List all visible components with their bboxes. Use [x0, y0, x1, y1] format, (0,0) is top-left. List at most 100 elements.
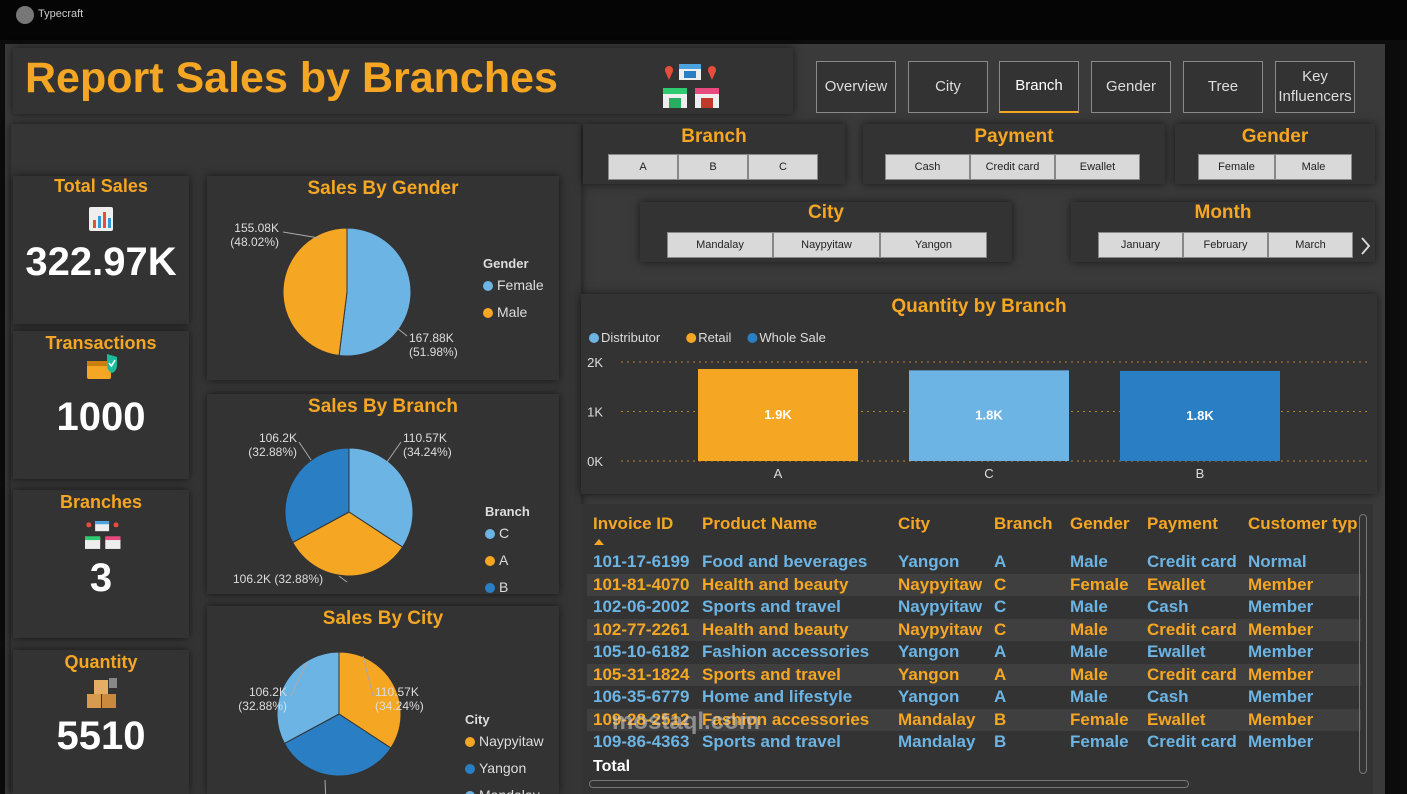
data-label-percent: (34.24%): [403, 445, 452, 459]
user-name: Typecraft: [38, 8, 84, 20]
table-row[interactable]: 109-28-2512 Fashion accessories Mandalay B F…: [587, 708, 1361, 731]
data-label-value: 106.2K: [249, 685, 287, 699]
table-cell: Member: [1248, 574, 1314, 594]
column-header[interactable]: Gender: [1070, 514, 1130, 533]
table-cell: Female: [1070, 732, 1129, 751]
data-label-value: 167.88K: [409, 331, 454, 345]
slicer-title: Branch: [681, 126, 747, 147]
pie-slice-female[interactable]: [338, 227, 412, 357]
table-cell: Male: [1070, 642, 1108, 661]
sales-by-city-panel: Sales By City City Naypyitaw Yangon Mandala…: [207, 606, 559, 794]
nav-overview-button[interactable]: Overview: [816, 61, 896, 113]
legend-label: Mandalay: [479, 787, 540, 794]
slicer-option-credit-card[interactable]: Credit card: [970, 154, 1055, 180]
label-leader-line: [362, 655, 374, 697]
table-total-label: Total: [593, 758, 631, 775]
bar-b[interactable]: [1120, 370, 1280, 461]
table-row[interactable]: 106-35-6779 Home and lifestyle Yangon A Male…: [587, 686, 1361, 708]
pie-slice-male[interactable]: [282, 227, 348, 357]
slicer-option-ewallet[interactable]: Ewallet: [1055, 154, 1140, 180]
bar-c[interactable]: [909, 370, 1069, 461]
sales-by-gender-panel: Sales By Gender Gender Female Male 167.88K(…: [207, 176, 559, 380]
column-header[interactable]: Payment: [1147, 514, 1218, 533]
table-row[interactable]: 102-77-2261 Health and beauty Naypyitaw C Ma…: [587, 618, 1361, 641]
report-canvas: Report Sales by Branches Overview City B…: [5, 44, 1385, 794]
avatar[interactable]: [16, 6, 34, 24]
table-cell: Mandalay: [898, 732, 976, 751]
horizontal-scrollbar[interactable]: [589, 780, 1189, 788]
column-header[interactable]: City: [898, 514, 931, 533]
table-cell: Ewallet: [1147, 642, 1206, 661]
label-leader-line: [298, 441, 312, 461]
slicer-option-male[interactable]: Male: [1275, 154, 1352, 180]
column-header[interactable]: Invoice ID: [593, 514, 674, 533]
table-cell: C: [994, 619, 1007, 639]
kpi-transactions: Transactions 1000: [13, 331, 189, 479]
quantity-by-branch-chart: Distributor Retail Whole Sale 0K 1K 2K 1.9K A 1.…: [587, 330, 1371, 481]
table-cell: 109-86-4363: [593, 732, 690, 751]
x-tick-label: C: [984, 466, 993, 481]
payment-slicer: Payment Cash Credit card Ewallet: [863, 124, 1165, 184]
table-cell: Yangon: [898, 687, 960, 706]
kpi-title: Quantity: [64, 652, 138, 672]
chart-title: Sales By City: [322, 608, 444, 629]
slicer-option-cash[interactable]: Cash: [885, 154, 970, 180]
nav-gender-button[interactable]: Gender: [1091, 61, 1171, 113]
label-leader-line: [386, 441, 402, 463]
table-cell: Member: [1248, 732, 1314, 751]
sales-by-branch-panel: Sales By Branch Branch C A B 110.57K (34.24%)…: [207, 394, 559, 594]
nav-tree-button[interactable]: Tree: [1183, 61, 1263, 113]
slicer-option-female[interactable]: Female: [1198, 154, 1275, 180]
table-row[interactable]: 101-81-4070 Health and beauty Naypyitaw C Fe…: [587, 573, 1361, 596]
column-header[interactable]: Product Name: [702, 514, 818, 533]
table-cell: Sports and travel: [702, 664, 841, 684]
column-header[interactable]: Customer typ: [1248, 514, 1358, 533]
nav-city-button[interactable]: City: [908, 61, 988, 113]
pie-slice-mandalay[interactable]: [276, 651, 340, 745]
slicer-option-naypyitaw[interactable]: Naypyitaw: [773, 232, 880, 258]
y-tick-label: 2K: [587, 355, 603, 370]
legend-label: C: [499, 525, 509, 541]
vertical-scrollbar[interactable]: [1359, 514, 1367, 774]
table-cell: C: [994, 574, 1007, 594]
slicer-option-february[interactable]: February: [1183, 232, 1268, 258]
table-row[interactable]: 102-06-2002 Sports and travel Naypyitaw C Ma…: [587, 596, 1361, 618]
table-row[interactable]: 105-10-6182 Fashion accessories Yangon A Mal…: [587, 641, 1361, 663]
nav-key-influencers-button[interactable]: Key Influencers: [1275, 61, 1355, 113]
table-cell: Naypyitaw: [898, 619, 983, 639]
table-cell: Sports and travel: [702, 597, 841, 616]
pie-slice-b[interactable]: [284, 447, 350, 544]
app-topbar: Typecraft: [0, 0, 1407, 40]
slicer-option-march[interactable]: March: [1268, 232, 1353, 258]
table-cell: Food and beverages: [702, 552, 868, 571]
slicer-option-b[interactable]: B: [678, 154, 748, 180]
table-cell: 105-31-1824: [593, 664, 690, 684]
legend-marker: [465, 791, 475, 794]
table-row[interactable]: 101-17-6199 Food and beverages Yangon A Male…: [587, 551, 1361, 573]
table-cell: Yangon: [898, 664, 960, 684]
bar-chart-icon: [89, 207, 113, 231]
legend-marker: [589, 333, 599, 343]
slicer-option-a[interactable]: A: [608, 154, 678, 180]
chevron-right-icon[interactable]: [1359, 236, 1371, 256]
bar-a[interactable]: [698, 368, 858, 461]
data-label-percent: (34.24%): [375, 699, 424, 713]
table-cell: B: [994, 732, 1007, 751]
sort-ascending-icon[interactable]: [593, 538, 605, 546]
legend-label: Distributor: [601, 330, 661, 345]
table-row[interactable]: 109-86-4363 Sports and travel Mandalay B Fem…: [587, 731, 1361, 753]
data-label-percent: (32.88%): [248, 445, 297, 459]
table-cell: Home and lifestyle: [702, 687, 853, 706]
invoice-table: Invoice ID Product Name City Branch Gender Pa…: [581, 504, 1373, 794]
slicer-option-c[interactable]: C: [748, 154, 818, 180]
table-row[interactable]: 105-31-1824 Sports and travel Yangon A Male C…: [587, 663, 1361, 686]
legend-title: City: [465, 712, 490, 727]
kpi-title: Transactions: [45, 333, 157, 353]
slicer-option-mandalay[interactable]: Mandalay: [667, 232, 773, 258]
column-header[interactable]: Branch: [994, 514, 1053, 533]
nav-branch-button[interactable]: Branch: [999, 61, 1079, 113]
table-cell: A: [994, 642, 1007, 661]
table-cell: Credit card: [1147, 664, 1237, 684]
slicer-option-yangon[interactable]: Yangon: [880, 232, 987, 258]
slicer-option-january[interactable]: January: [1098, 232, 1183, 258]
